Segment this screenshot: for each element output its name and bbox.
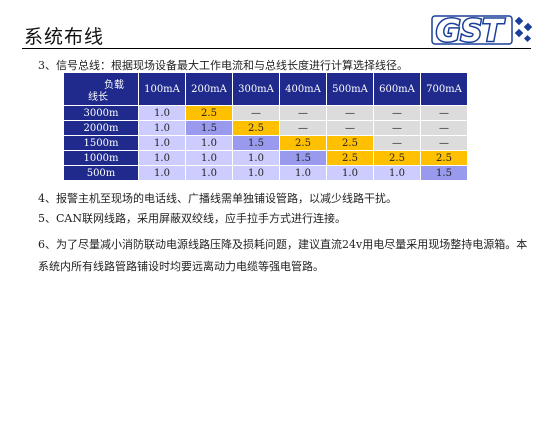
corner-length-label: 线长: [88, 92, 108, 103]
table-header-row: 负载 线长 100mA 200mA 300mA 400mA 500mA 600m…: [63, 72, 468, 106]
table-cell: —: [373, 120, 421, 136]
table-cell: 1.0: [185, 150, 233, 166]
paragraph-signal-bus: 3、信号总线：根据现场设备最大工作电流和与总线长度进行计算选择线径。: [38, 59, 408, 72]
table-cell: 2.5: [326, 135, 374, 151]
table-cell: 2.5: [279, 135, 327, 151]
page-title: 系统布线: [24, 26, 105, 48]
table-cell: 1.0: [138, 165, 186, 181]
table-cell: —: [326, 120, 374, 136]
table-cell: 1.0: [138, 135, 186, 151]
table-cell: 1.0: [232, 165, 280, 181]
table-cell: —: [373, 105, 421, 121]
table-row: 1500m 1.0 1.0 1.5 2.5 2.5 — —: [63, 135, 468, 151]
table-cell: —: [279, 105, 327, 121]
table-cell: 2.5: [185, 105, 233, 121]
table-cell: 1.0: [185, 165, 233, 181]
table-row: 3000m 1.0 2.5 — — — — —: [63, 105, 468, 121]
table-cell: 1.0: [279, 165, 327, 181]
table-row: 1000m 1.0 1.0 1.0 1.5 2.5 2.5 2.5: [63, 150, 468, 166]
table-cell: —: [420, 105, 468, 121]
row-header: 3000m: [63, 105, 139, 121]
table-cell: —: [232, 105, 280, 121]
column-header: 700mA: [420, 72, 468, 106]
table-row: 500m 1.0 1.0 1.0 1.0 1.0 1.0 1.5: [63, 165, 468, 181]
table-cell: 1.5: [420, 165, 468, 181]
column-header: 500mA: [326, 72, 374, 106]
table-cell: —: [373, 135, 421, 151]
table-row: 2000m 1.0 1.5 2.5 — — — —: [63, 120, 468, 136]
title-divider: [22, 48, 531, 49]
table-cell: —: [420, 135, 468, 151]
column-header: 200mA: [185, 72, 233, 106]
table-cell: 1.0: [138, 105, 186, 121]
table-cell: 2.5: [232, 120, 280, 136]
table-cell: —: [326, 105, 374, 121]
table-cell: 1.0: [373, 165, 421, 181]
table-cell: —: [420, 120, 468, 136]
paragraph-phone-broadcast: 4、报警主机至现场的电话线、广播线需单独铺设管路，以减少线路干扰。: [38, 192, 397, 205]
column-header: 300mA: [232, 72, 280, 106]
gst-logo: GST: [431, 13, 533, 48]
paragraph-can-network: 5、CAN联网线路，采用屏蔽双绞线，应手拉手方式进行连接。: [38, 212, 346, 225]
table-cell: 1.0: [138, 120, 186, 136]
logo-mark-icon: [514, 16, 533, 43]
logo-frame: [431, 15, 513, 45]
row-header: 2000m: [63, 120, 139, 136]
table-cell: 2.5: [420, 150, 468, 166]
wire-gauge-table: 负载 线长 100mA 200mA 300mA 400mA 500mA 600m…: [63, 72, 468, 181]
column-header: 400mA: [279, 72, 327, 106]
table-cell: 1.5: [232, 135, 280, 151]
table-cell: 1.0: [232, 150, 280, 166]
table-cell: 2.5: [373, 150, 421, 166]
table-cell: 1.5: [185, 120, 233, 136]
column-header: 600mA: [373, 72, 421, 106]
row-header: 1000m: [63, 150, 139, 166]
table-cell: 1.0: [138, 150, 186, 166]
table-cell: 1.5: [279, 150, 327, 166]
table-cell: 1.0: [185, 135, 233, 151]
row-header: 500m: [63, 165, 139, 181]
table-cell: 1.0: [326, 165, 374, 181]
paragraph-power-supply: 6、为了尽量减小消防联动电源线路压降及损耗问题，建议直流24v用电尽量采用现场整…: [38, 238, 528, 273]
logo-text: GST: [436, 14, 505, 48]
table-cell: 2.5: [326, 150, 374, 166]
column-header: 100mA: [138, 72, 186, 106]
table-cell: —: [279, 120, 327, 136]
row-header: 1500m: [63, 135, 139, 151]
table-corner-header: 负载 线长: [63, 72, 139, 106]
corner-load-label: 负载: [104, 80, 124, 91]
